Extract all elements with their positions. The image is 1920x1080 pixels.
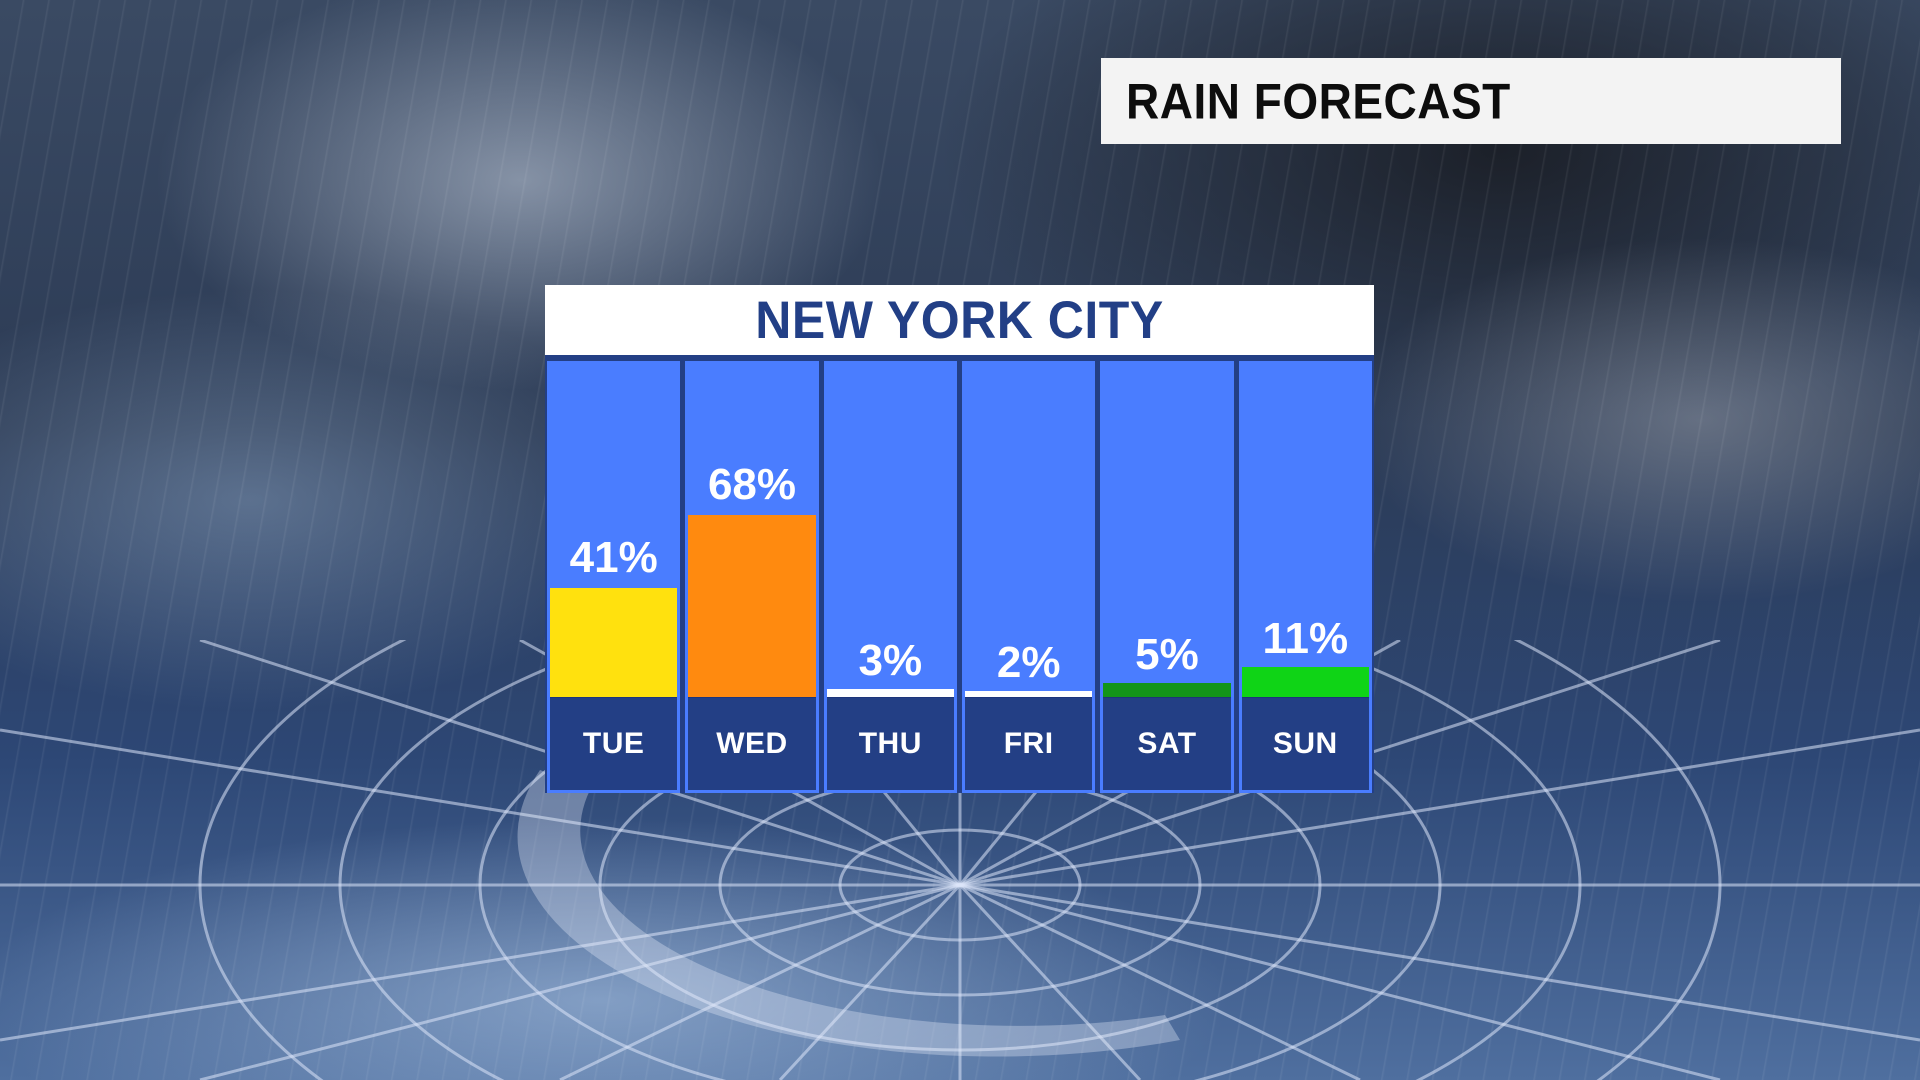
percent-label-wed: 68%: [707, 460, 797, 509]
percent-label-thu: 3%: [858, 636, 923, 685]
day-label-thu: THU: [858, 727, 922, 760]
percent-label-sat: 5%: [1135, 630, 1199, 679]
day-box-tue: TUE: [550, 697, 678, 790]
day-box-sun: SUN: [1241, 697, 1369, 790]
day-box-sat: SAT: [1103, 697, 1231, 790]
day-column-wed: 68% WED: [685, 361, 819, 793]
bar-wed: [688, 515, 816, 700]
bar-sat: [1103, 683, 1231, 700]
percent-label-tue: 41%: [569, 533, 658, 582]
header-title: RAIN FORECAST: [1126, 72, 1511, 130]
bar-fri: [964, 691, 1093, 700]
day-column-sat: 5% SAT: [1100, 361, 1234, 793]
percent-label-fri: 2%: [996, 638, 1061, 687]
day-box-fri: FRI: [964, 697, 1093, 790]
rain-chance-chart: NEW YORK CITY 41% TUE 68% WED 3%: [545, 285, 1374, 793]
percent-label-sun: 11%: [1262, 614, 1349, 663]
day-box-thu: THU: [826, 697, 954, 790]
day-label-tue: TUE: [582, 727, 645, 760]
day-box-wed: WED: [688, 697, 816, 790]
day-label-sat: SAT: [1137, 727, 1197, 760]
day-label-fri: FRI: [1003, 727, 1054, 760]
chart-columns: 41% TUE 68% WED 3% THU: [545, 355, 1374, 793]
chart-title-box: NEW YORK CITY: [545, 285, 1374, 355]
day-label-wed: WED: [716, 727, 788, 760]
day-column-fri: 2% FRI: [961, 361, 1096, 793]
bar-tue: [550, 588, 678, 700]
bar-thu: [826, 689, 954, 700]
day-label-sun: SUN: [1272, 727, 1338, 760]
bar-sun: [1241, 667, 1369, 700]
chart-title: NEW YORK CITY: [755, 290, 1164, 350]
day-column-tue: 41% TUE: [547, 361, 681, 793]
day-column-thu: 3% THU: [823, 361, 957, 793]
rain-forecast-header: RAIN FORECAST: [1101, 58, 1841, 144]
day-column-sun: 11% SUN: [1238, 361, 1372, 793]
